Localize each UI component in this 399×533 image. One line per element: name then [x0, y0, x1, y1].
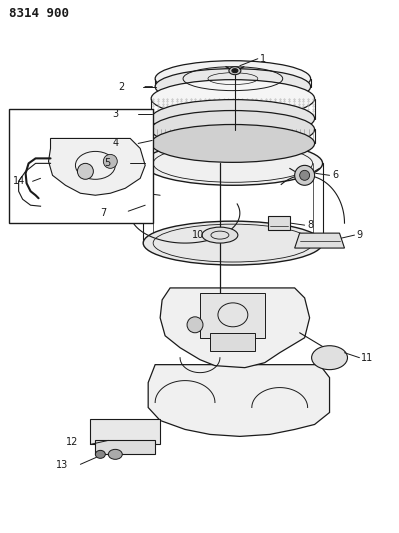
Ellipse shape	[95, 450, 105, 458]
Bar	[210, 333, 255, 351]
Text: 3: 3	[112, 109, 119, 118]
Bar	[9, 109, 153, 223]
Ellipse shape	[295, 165, 314, 185]
Ellipse shape	[77, 163, 93, 179]
Ellipse shape	[312, 346, 348, 370]
Ellipse shape	[143, 141, 322, 185]
Polygon shape	[49, 139, 145, 195]
Ellipse shape	[103, 155, 117, 168]
Text: 14: 14	[13, 176, 25, 187]
Ellipse shape	[143, 221, 322, 265]
Bar	[95, 440, 155, 454]
Text: 5: 5	[104, 158, 111, 168]
Ellipse shape	[151, 79, 314, 117]
Text: 1: 1	[260, 54, 266, 64]
Ellipse shape	[187, 317, 203, 333]
Bar	[200, 293, 265, 338]
Ellipse shape	[232, 69, 238, 72]
Text: 6: 6	[332, 171, 339, 180]
Text: 8: 8	[308, 220, 314, 230]
Bar	[91, 419, 160, 445]
Text: 4: 4	[112, 139, 119, 148]
Text: 8314 900: 8314 900	[9, 7, 69, 20]
Ellipse shape	[108, 449, 122, 459]
Ellipse shape	[151, 125, 314, 163]
Ellipse shape	[151, 100, 314, 138]
Text: 11: 11	[361, 353, 374, 362]
Text: 9: 9	[356, 230, 363, 240]
Text: 7: 7	[100, 208, 107, 218]
Ellipse shape	[155, 61, 310, 96]
Text: 10: 10	[192, 230, 204, 240]
Polygon shape	[295, 233, 344, 248]
Polygon shape	[148, 365, 330, 437]
Ellipse shape	[202, 227, 238, 243]
Ellipse shape	[155, 69, 310, 104]
Ellipse shape	[151, 110, 314, 148]
Text: 13: 13	[55, 461, 68, 470]
Text: 2: 2	[118, 82, 124, 92]
Text: 12: 12	[65, 438, 78, 447]
Polygon shape	[160, 288, 310, 368]
Ellipse shape	[229, 67, 241, 75]
Ellipse shape	[300, 171, 310, 180]
Bar	[268, 216, 290, 230]
